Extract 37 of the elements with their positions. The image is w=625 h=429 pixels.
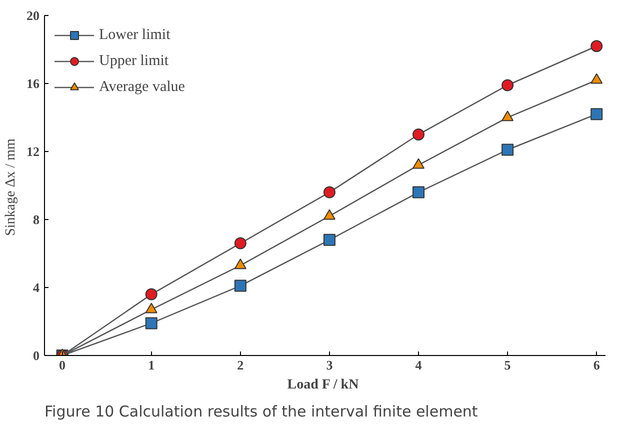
y-tick-label: 20	[26, 8, 40, 23]
x-tick-label: 3	[326, 358, 334, 372]
point	[234, 237, 246, 250]
x-tick-label: 1	[148, 358, 155, 372]
point	[502, 110, 514, 122]
x-tick-label: 6	[593, 358, 600, 372]
point	[590, 40, 603, 52]
point	[412, 128, 424, 140]
point	[590, 73, 603, 84]
x-tick-label: 2	[237, 358, 244, 372]
point	[502, 144, 514, 156]
legend-label: Upper limit	[99, 52, 169, 70]
x-tick-label: 5	[504, 358, 512, 372]
y-tick-label: 0	[33, 348, 40, 363]
y-axis-title: Sinkage Δx / mm	[4, 138, 18, 236]
y-tick-label: 12	[26, 144, 40, 159]
point	[234, 258, 246, 270]
legend-label: Average value	[99, 78, 185, 96]
x-axis-title: Load F / kN	[287, 378, 359, 392]
point	[234, 280, 246, 292]
point	[145, 302, 158, 314]
y-tick-label: 4	[33, 280, 40, 295]
point	[590, 108, 603, 120]
y-tick-label: 8	[33, 212, 40, 227]
y-tick-label: 16	[26, 76, 40, 91]
x-tick-label: 0	[59, 358, 66, 372]
point	[323, 234, 336, 246]
point	[412, 186, 424, 198]
point	[323, 186, 336, 198]
point	[323, 209, 336, 220]
text: Figure 10 Calculation results of the interval finite element	[44, 402, 478, 420]
point	[145, 288, 158, 300]
point	[502, 79, 514, 92]
point	[145, 317, 158, 330]
point	[412, 158, 424, 169]
legend-label: Lower limit	[99, 26, 170, 44]
x-tick-label: 4	[415, 358, 422, 372]
